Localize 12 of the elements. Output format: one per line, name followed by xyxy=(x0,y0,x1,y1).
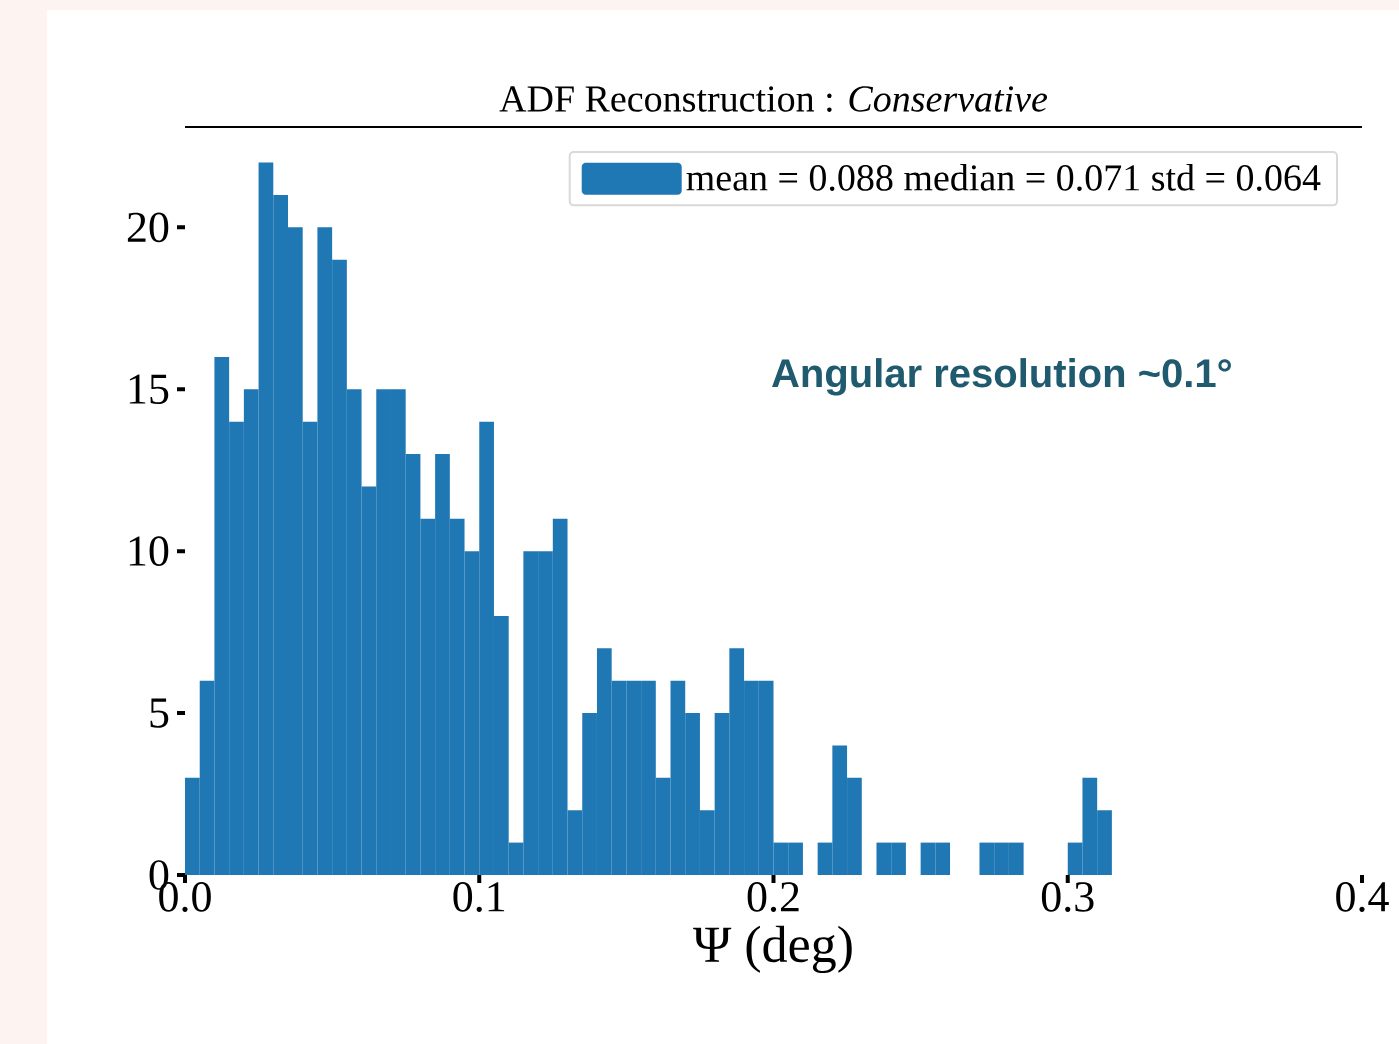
legend-label: mean = 0.088 median = 0.071 std = 0.064 xyxy=(686,164,1321,191)
chart-title: ADF Reconstruction : Conservative xyxy=(499,86,1048,112)
y-tick-label: 15 xyxy=(129,374,169,405)
x-tick-label: 0.4 xyxy=(1336,882,1389,912)
x-axis-title: Ψ (deg) xyxy=(693,925,852,973)
x-tick-label: 0.1 xyxy=(453,882,505,912)
annotation: Angular resolution ~0.1° xyxy=(772,358,1231,396)
y-tick-label: 20 xyxy=(127,212,169,243)
y-tick-label: 10 xyxy=(129,536,169,567)
x-tick-label: 0.3 xyxy=(1041,882,1094,912)
x-tick-label: 0.2 xyxy=(747,882,799,912)
y-tick-label: 5 xyxy=(150,698,169,728)
